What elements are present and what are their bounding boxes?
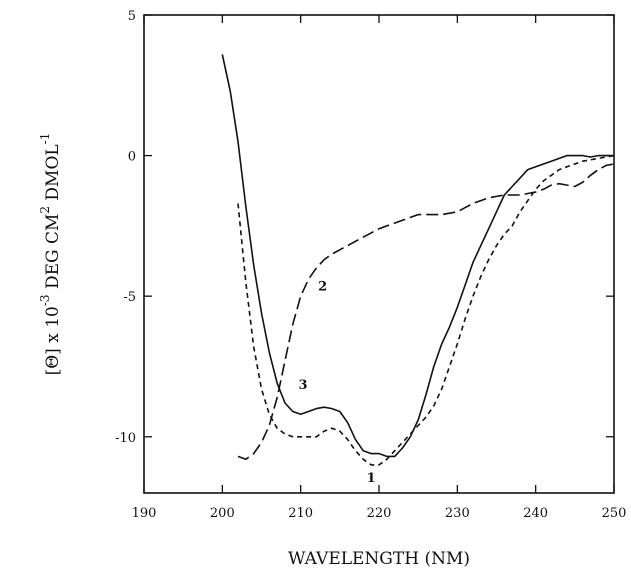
y-tick-label: -10 <box>115 431 136 446</box>
x-tick-label: 250 <box>602 506 627 521</box>
x-axis-title: WAVELENGTH (NM) <box>288 549 470 569</box>
x-tick-label: 240 <box>523 506 548 521</box>
x-tick-label: 210 <box>288 506 313 521</box>
y-axis-title-main: [Θ] x 10 <box>43 306 63 375</box>
y-axis-title-end: DMOL <box>43 144 63 206</box>
y-tick-label: 5 <box>128 9 136 24</box>
series-line-1 <box>237 154 615 466</box>
curve-label-2: 2 <box>318 280 327 295</box>
x-axis: 190 200 210 220 230 240 250 <box>132 15 627 521</box>
y-axis: 5 0 -5 -10 <box>115 9 614 446</box>
curve-label-1: 1 <box>367 471 376 486</box>
y-axis-title-exp2: 2 <box>38 206 52 214</box>
y-axis-title-mid: DEG CM <box>43 214 63 295</box>
x-tick-label: 190 <box>132 506 157 521</box>
curve-labels: 1 2 3 <box>298 280 375 486</box>
series-line-2 <box>237 163 615 461</box>
plot-frame <box>143 14 615 494</box>
y-tick-label: -5 <box>123 290 136 305</box>
x-tick-label: 230 <box>445 506 470 521</box>
curve-label-3: 3 <box>298 378 307 393</box>
y-axis-title-exp1: -3 <box>38 294 52 306</box>
x-tick-label: 200 <box>210 506 235 521</box>
series-layer <box>221 54 615 466</box>
y-tick-label: 0 <box>128 150 136 165</box>
y-axis-title-exp3: -1 <box>38 133 52 145</box>
series-line-3 <box>221 54 614 458</box>
y-axis-title: [Θ] x 10-3 DEG CM2 DMOL-1 <box>38 133 63 376</box>
x-tick-label: 220 <box>367 506 392 521</box>
